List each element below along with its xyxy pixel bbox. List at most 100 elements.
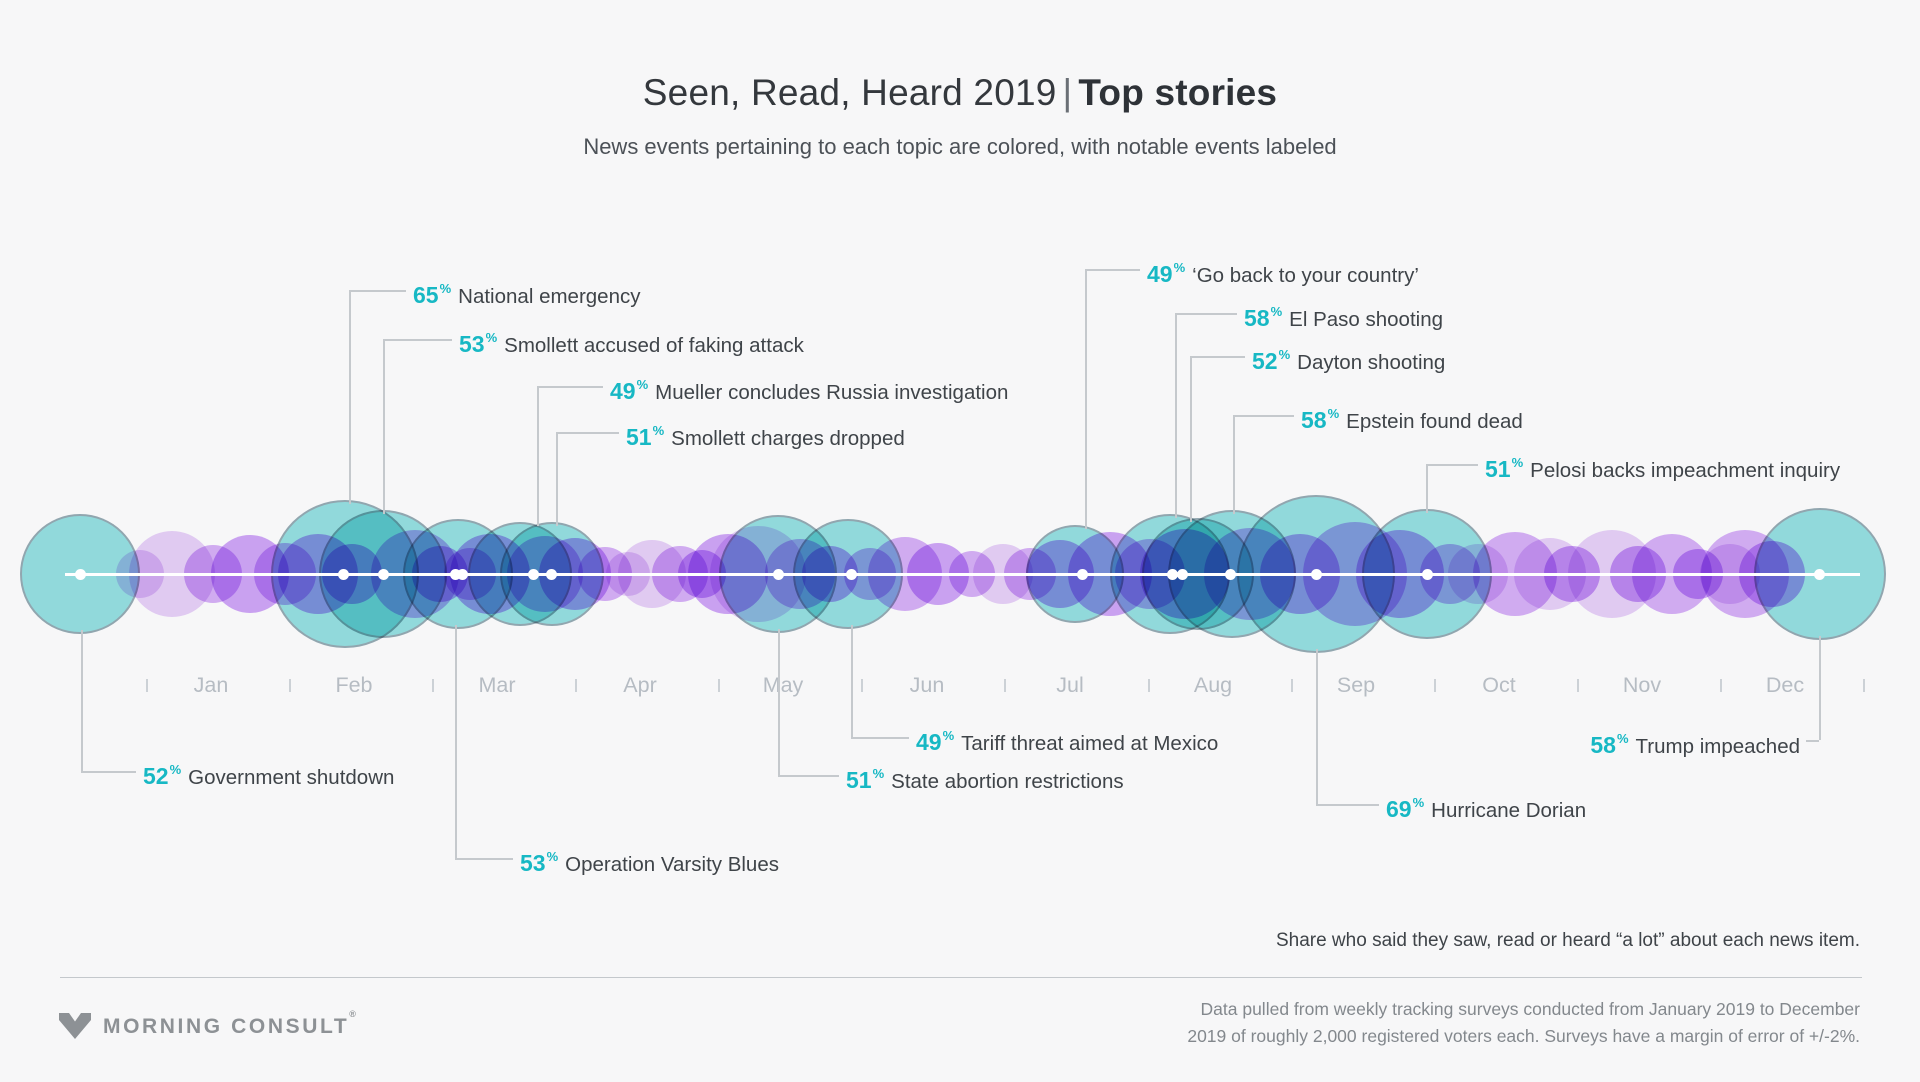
event-label: 49% Tariff threat aimed at Mexico [916, 722, 1219, 755]
event-label: 52% Dayton shooting [1252, 341, 1445, 374]
event-marker-dot [772, 568, 784, 580]
event-label: 58% Trump impeached [1590, 725, 1800, 758]
month-tick [146, 679, 148, 692]
title-main: Seen, Read, Heard 2019 [642, 72, 1057, 113]
month-tick [575, 679, 577, 692]
month-tick [861, 679, 863, 692]
timeline-axis [65, 572, 1860, 576]
leader-line-vertical [455, 625, 457, 858]
event-marker-dot [74, 568, 86, 580]
event-value: 51% [626, 423, 665, 450]
event-name: Trump impeached [1635, 734, 1800, 758]
month-tick [432, 679, 434, 692]
leader-line-vertical [1175, 313, 1177, 518]
event-marker-dot [845, 568, 857, 580]
morning-consult-logo: MORNING CONSULT® [58, 1009, 359, 1042]
event-name: Hurricane Dorian [1431, 798, 1587, 822]
event-name: National emergency [458, 284, 641, 308]
leader-line-vertical [1085, 269, 1087, 529]
event-name: Smollett charges dropped [671, 426, 905, 450]
event-marker-dot [337, 568, 349, 580]
month-label-feb: Feb [335, 673, 373, 697]
event-label: 65% National emergency [413, 275, 641, 308]
event-name: Pelosi backs impeachment inquiry [1530, 458, 1841, 482]
logo-text: MORNING CONSULT® [103, 1009, 359, 1038]
event-label: 49% Mueller concludes Russia investigatio… [610, 371, 1009, 404]
leader-line-horizontal [1175, 313, 1237, 315]
event-value: 49% [610, 377, 649, 404]
month-tick [1577, 679, 1579, 692]
event-value: 69% [1386, 795, 1425, 822]
event-marker-dot [1176, 568, 1188, 580]
month-tick [1291, 679, 1293, 692]
event-marker-dot [545, 568, 557, 580]
leader-line-vertical [851, 625, 853, 737]
month-label-apr: Apr [623, 673, 657, 697]
month-label-dec: Dec [1765, 673, 1805, 697]
event-label: 49% ‘Go back to your country’ [1147, 254, 1419, 287]
event-marker-dot [1813, 568, 1825, 580]
leader-line-vertical [81, 630, 83, 771]
event-value: 49% [1147, 260, 1186, 287]
event-marker-dot [449, 568, 461, 580]
chart-subtitle: News events pertaining to each topic are… [583, 134, 1337, 159]
month-label-aug: Aug [1193, 673, 1233, 697]
event-value: 51% [1485, 455, 1524, 482]
event-value: 58% [1301, 406, 1340, 433]
month-tick [1004, 679, 1006, 692]
event-value: 53% [520, 849, 559, 876]
event-value: 53% [459, 330, 498, 357]
month-tick [1720, 679, 1722, 692]
month-tick [289, 679, 291, 692]
event-marker-dot [1076, 568, 1088, 580]
month-label-mar: Mar [478, 673, 516, 697]
event-name: Mueller concludes Russia investigation [655, 380, 1009, 404]
month-label-sep: Sep [1336, 673, 1376, 697]
leader-line-horizontal [1233, 415, 1294, 417]
leader-line-vertical [1819, 636, 1821, 740]
event-name: Smollett accused of faking attack [504, 333, 804, 357]
event-value: 51% [846, 766, 885, 793]
event-value: 58% [1244, 304, 1283, 331]
page-title: Seen, Read, Heard 2019 | Top stories [0, 72, 1920, 114]
event-name: ‘Go back to your country’ [1192, 263, 1419, 287]
event-label: 58% Epstein found dead [1301, 400, 1523, 433]
event-name: Tariff threat aimed at Mexico [961, 731, 1219, 755]
event-marker-dot [1421, 568, 1433, 580]
event-name: Operation Varsity Blues [565, 852, 779, 876]
leader-line-horizontal [455, 858, 513, 860]
registered-mark: ® [349, 1009, 359, 1019]
month-label-may: May [762, 673, 804, 697]
event-marker-dot [1310, 568, 1322, 580]
footer-divider [60, 977, 1862, 978]
month-label-jul: Jul [1056, 673, 1084, 697]
chart-footnote: Share who said they saw, read or heard “… [1275, 930, 1860, 951]
leader-line-horizontal [1426, 464, 1478, 466]
month-label-jun: Jun [909, 673, 945, 697]
month-label-jan: Jan [193, 673, 229, 697]
event-name: El Paso shooting [1289, 307, 1444, 331]
leader-line-vertical [1316, 649, 1318, 804]
month-tick [1148, 679, 1150, 692]
month-tick [1434, 679, 1436, 692]
event-value: 49% [916, 728, 955, 755]
leader-line-horizontal [537, 386, 603, 388]
leader-line-horizontal [81, 771, 136, 773]
event-label: 53% Operation Varsity Blues [520, 843, 779, 876]
event-label: 52% Government shutdown [143, 756, 394, 789]
leader-line-vertical [349, 290, 351, 504]
leader-line-vertical [1426, 464, 1428, 513]
event-label: 53% Smollett accused of faking attack [459, 324, 804, 357]
leader-line-horizontal [349, 290, 406, 292]
source-note: Data pulled from weekly tracking surveys… [1100, 996, 1860, 1050]
month-label-nov: Nov [1622, 673, 1662, 697]
leader-line-horizontal [383, 339, 452, 341]
event-name: Epstein found dead [1346, 409, 1523, 433]
event-marker-dot [527, 568, 539, 580]
source-line-1: Data pulled from weekly tracking surveys… [1200, 999, 1860, 1019]
leader-line-vertical [778, 629, 780, 775]
event-value: 58% [1590, 731, 1629, 758]
event-name: State abortion restrictions [891, 769, 1124, 793]
event-label: 51% Smollett charges dropped [626, 417, 905, 450]
